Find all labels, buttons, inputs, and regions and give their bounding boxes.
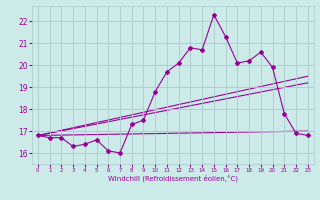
X-axis label: Windchill (Refroidissement éolien,°C): Windchill (Refroidissement éolien,°C) bbox=[108, 175, 238, 182]
